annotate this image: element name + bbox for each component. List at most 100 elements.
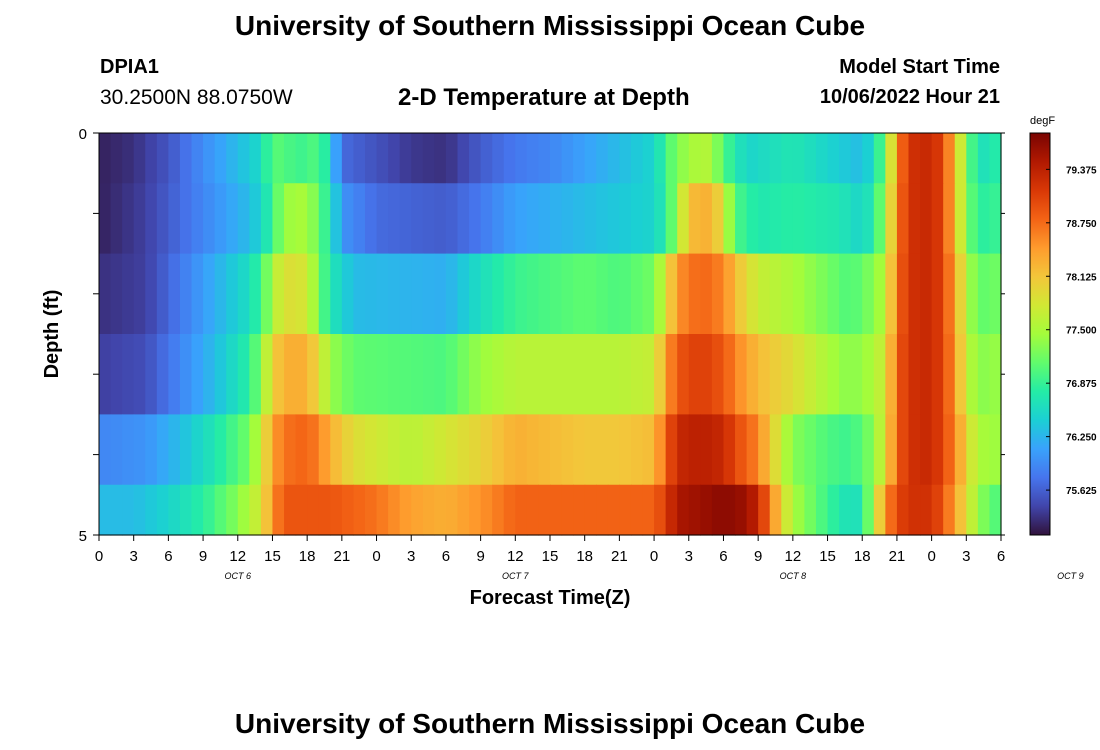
heatmap-cell — [989, 253, 1002, 335]
heatmap-cell — [931, 133, 944, 184]
heatmap-cell — [989, 414, 1002, 486]
heatmap-cell — [295, 334, 308, 415]
heatmap-cell — [364, 133, 378, 184]
heatmap-cell — [434, 133, 447, 184]
heatmap-cell — [954, 334, 967, 415]
heatmap-cell — [758, 484, 771, 536]
heatmap-cell — [619, 484, 632, 536]
heatmap-cell — [977, 183, 991, 255]
heatmap-cell — [226, 253, 239, 335]
heatmap-cell — [318, 253, 331, 335]
heatmap-cell — [226, 414, 239, 486]
x-tick-label: 15 — [819, 548, 836, 565]
heatmap-cell — [133, 334, 146, 415]
heatmap-cell — [445, 334, 459, 415]
heatmap-cell — [203, 133, 216, 184]
heatmap-cell — [596, 183, 609, 255]
heatmap-cell — [156, 334, 169, 415]
heatmap-cell — [711, 183, 725, 255]
heatmap-cell — [480, 484, 493, 536]
heatmap-cell — [815, 414, 829, 486]
heatmap-cell — [908, 183, 921, 255]
heatmap-cell — [642, 253, 655, 335]
heatmap-cell — [99, 183, 112, 255]
heatmap-cell — [885, 484, 898, 536]
heatmap-cell — [480, 133, 493, 184]
heatmap-cell — [862, 334, 875, 415]
heatmap-cell — [619, 133, 632, 184]
heatmap-cell — [434, 414, 447, 486]
heatmap-cell — [284, 183, 297, 255]
heatmap-cell — [191, 253, 204, 335]
heatmap-cell — [908, 484, 921, 536]
heatmap-cell — [318, 133, 331, 184]
heatmap-cell — [422, 183, 435, 255]
heatmap-cell — [769, 484, 782, 536]
heatmap-cell — [711, 414, 725, 486]
heatmap-cell — [492, 183, 505, 255]
day-label: OCT 6 — [225, 571, 252, 581]
heatmap-cell — [388, 253, 401, 335]
heatmap-cell — [469, 133, 482, 184]
heatmap-cell — [364, 484, 378, 536]
heatmap-cell — [260, 133, 274, 184]
heatmap-cell — [388, 133, 401, 184]
heatmap-cell — [908, 414, 921, 486]
y-axis: 05 — [79, 126, 1005, 545]
heatmap-cell — [249, 133, 262, 184]
heatmap-cell — [735, 183, 748, 255]
heatmap-cell — [584, 183, 597, 255]
heatmap-cell — [665, 484, 678, 536]
heatmap-cell — [584, 334, 597, 415]
heatmap-cell — [191, 414, 204, 486]
heatmap-cell — [943, 253, 956, 335]
heatmap-cell — [896, 133, 910, 184]
heatmap-cell — [353, 484, 366, 536]
heatmap-cell — [735, 334, 748, 415]
heatmap-cell — [399, 334, 412, 415]
x-tick-label: 12 — [507, 548, 524, 565]
heatmap-cell — [561, 253, 574, 335]
heatmap-cell — [804, 334, 817, 415]
heatmap-cell — [122, 334, 135, 415]
heatmap-cell — [260, 253, 274, 335]
heatmap-cell — [827, 414, 840, 486]
heatmap-cell — [931, 484, 944, 536]
heatmap-cell — [885, 253, 898, 335]
heatmap-cell — [850, 414, 863, 486]
heatmap-cell — [122, 183, 135, 255]
heatmap-cell — [723, 414, 736, 486]
heatmap-cell — [133, 414, 146, 486]
heatmap-cell — [341, 253, 355, 335]
heatmap-cell — [735, 484, 748, 536]
heatmap-cell — [873, 183, 886, 255]
model-start-value: 10/06/2022 Hour 21 — [819, 86, 1000, 108]
heatmap-cell — [839, 133, 852, 184]
heatmap-cell — [492, 414, 505, 486]
heatmap-cell — [920, 414, 933, 486]
heatmap-cell — [364, 414, 378, 486]
heatmap-cell — [966, 484, 979, 536]
heatmap-cell — [249, 484, 262, 536]
heatmap-cell — [827, 484, 840, 536]
heatmap-cell — [781, 253, 794, 335]
heatmap-cell — [792, 253, 806, 335]
heatmap-cell — [711, 484, 725, 536]
heatmap-cell — [850, 253, 863, 335]
heatmap-cell — [226, 484, 239, 536]
heatmap-cell — [295, 183, 308, 255]
heatmap-cell — [688, 133, 701, 184]
heatmap-cell — [931, 414, 944, 486]
heatmap-cell — [457, 183, 470, 255]
x-tick-label: 6 — [442, 548, 450, 565]
heatmap-cell — [214, 484, 227, 536]
heatmap-cell — [133, 183, 146, 255]
heatmap-cell — [804, 414, 817, 486]
heatmap-cell — [214, 253, 227, 335]
heatmap-cell — [295, 484, 308, 536]
heatmap-cell — [226, 334, 239, 415]
colorbar-tick-label: 79.375 — [1066, 165, 1097, 176]
heatmap-cell — [746, 183, 759, 255]
heatmap-cell — [353, 183, 366, 255]
station-coordinates: 30.2500N 88.0750W — [100, 86, 293, 109]
